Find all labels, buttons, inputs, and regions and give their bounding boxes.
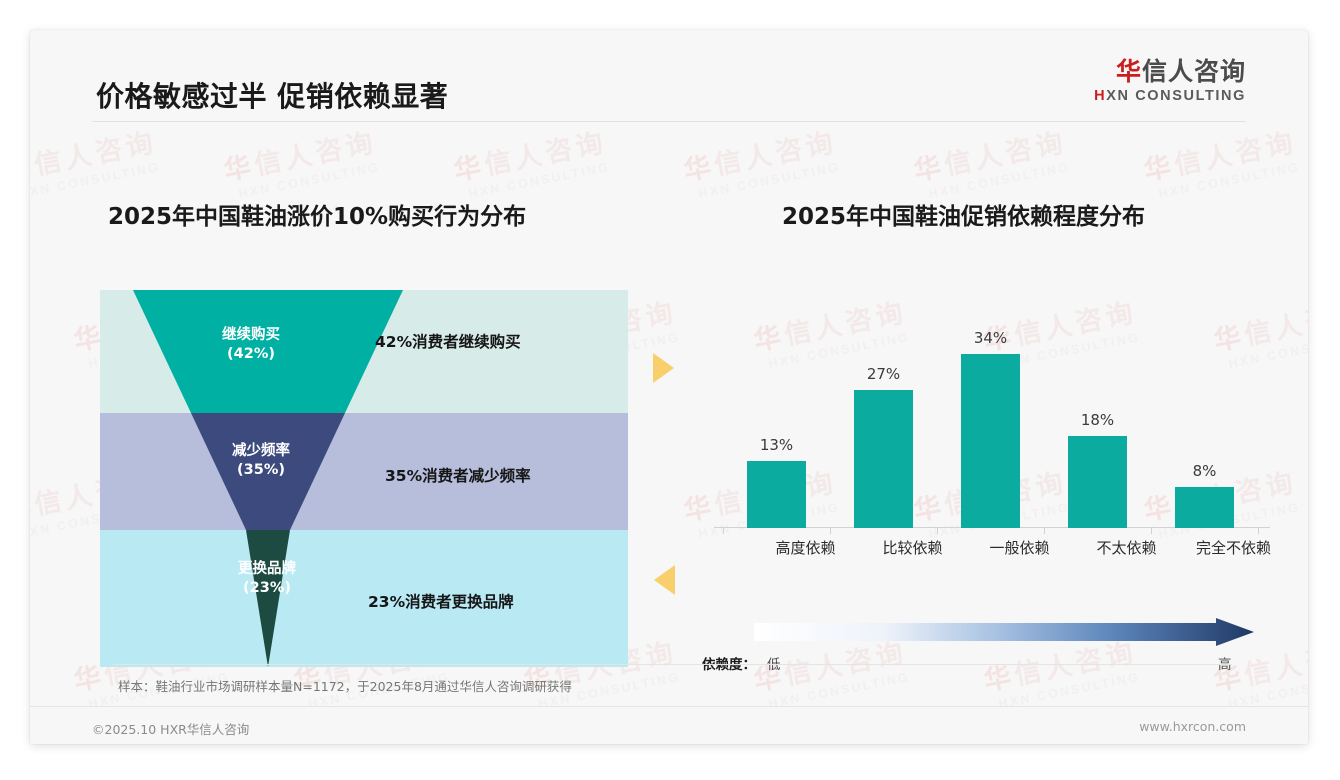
bar[interactable] <box>1175 487 1234 528</box>
gradient-arrow-icon <box>754 618 1254 651</box>
funnel-segment-reduce[interactable] <box>191 413 345 530</box>
website-text[interactable]: www.hxrcon.com <box>1139 719 1246 734</box>
slide-header: 价格敏感过半 促销依赖显著 华信人咨询 HXN CONSULTING <box>30 30 1308 122</box>
header-divider <box>92 121 1246 122</box>
funnel-segment-2-text: 减少频率 (35%) <box>206 442 316 480</box>
right-chart-title: 2025年中国鞋油促销依赖程度分布 <box>782 204 1146 230</box>
funnel-segment-3-value: (23%) <box>243 580 291 597</box>
funnel-band-1-text: 42%消费者继续购买 <box>375 333 521 351</box>
slide-footer: ©2025.10 HXR华信人咨询 www.hxrcon.com <box>30 706 1308 744</box>
bar[interactable] <box>961 354 1020 528</box>
bar-column: 27% <box>854 350 913 528</box>
axis-tick <box>1258 528 1259 534</box>
bar-value-label: 18% <box>1080 411 1115 429</box>
page-title: 价格敏感过半 促销依赖显著 <box>96 80 449 113</box>
funnel-band-3 <box>100 530 628 667</box>
bar-category-label: 高度依赖 <box>775 539 836 557</box>
bar-column: 13% <box>747 421 806 528</box>
funnel-segment-2-value: (35%) <box>237 462 285 479</box>
bar-column: 34% <box>961 314 1020 528</box>
company-logo: 华信人咨询 HXN CONSULTING <box>1094 58 1246 105</box>
funnel-segment-3-text: 更换品牌 (23%) <box>212 560 322 598</box>
triangle-right-icon <box>653 353 674 383</box>
bar[interactable] <box>747 461 806 528</box>
funnel-shape <box>133 290 403 667</box>
slide-body: 2025年中国鞋油涨价10%购买行为分布 继续购买 (42%) 减少频率 (35… <box>30 122 1308 682</box>
bar-category-label: 完全不依赖 <box>1195 539 1271 557</box>
bar-column: 18% <box>1068 396 1127 528</box>
bar-category-label: 比较依赖 <box>882 539 943 557</box>
bar-column: 8% <box>1175 447 1234 528</box>
axis-tick <box>1044 528 1045 534</box>
axis-tick <box>1151 528 1152 534</box>
funnel-segment-3-label: 更换品牌 <box>238 561 296 577</box>
bar-value-label: 13% <box>759 436 794 454</box>
bar-value-label: 34% <box>973 329 1008 347</box>
funnel-segment-2-label: 减少频率 <box>232 443 290 459</box>
funnel-segment-switch[interactable] <box>246 530 290 667</box>
logo-english-rest: XN CONSULTING <box>1106 88 1246 104</box>
bar[interactable] <box>854 390 913 528</box>
logo-chinese-text: 华信人咨询 <box>1094 58 1246 86</box>
bar-value-label: 27% <box>866 365 901 383</box>
funnel-chart: 继续购买 (42%) 减少频率 (35%) 更换品牌 (23%) 42%消费者继… <box>100 290 640 670</box>
legend-title: 依赖度： <box>702 657 756 673</box>
funnel-segment-1-text: 继续购买 (42%) <box>196 326 306 364</box>
bar-value-label: 8% <box>1192 462 1217 480</box>
funnel-band-2 <box>100 413 628 530</box>
logo-english-text: HXN CONSULTING <box>1094 88 1246 104</box>
bar-category-label: 不太依赖 <box>1096 539 1157 557</box>
dependency-bar-chart: 13% 高度依赖 27% 比较依赖 34% 一般依赖 18% 不太依赖 8% 完全不依赖 <box>702 290 1282 590</box>
axis-tick <box>723 528 724 534</box>
funnel-segment-1-value: (42%) <box>227 346 275 363</box>
funnel-band-3-text: 23%消费者更换品牌 <box>368 593 514 611</box>
dependency-gradient-legend: 依赖度： 低 高 <box>702 612 1282 682</box>
funnel-band-2-text: 35%消费者减少频率 <box>385 467 531 485</box>
footnote-divider <box>112 664 1232 665</box>
triangle-left-icon <box>654 565 675 595</box>
legend-high-label: 高 <box>1218 657 1232 673</box>
copyright-text: ©2025.10 HXR华信人咨询 <box>92 722 250 737</box>
left-chart-title: 2025年中国鞋油涨价10%购买行为分布 <box>108 204 527 230</box>
slide-canvas: 华信人咨询 HXN CONSULTING 华信人咨询 HXN CONSULTING 华信… <box>30 30 1308 744</box>
logo-hua-character: 华 <box>1115 57 1142 86</box>
bar-category-label: 一般依赖 <box>989 539 1050 557</box>
funnel-segment-1-label: 继续购买 <box>222 327 280 343</box>
logo-h-character: H <box>1094 88 1107 104</box>
logo-chinese-rest: 信人咨询 <box>1141 57 1246 86</box>
legend-low-label: 低 <box>767 657 781 673</box>
axis-tick <box>937 528 938 534</box>
sample-footnote: 样本：鞋油行业市场调研样本量N=1172，于2025年8月通过华信人咨询调研获得 <box>118 679 572 694</box>
axis-tick <box>830 528 831 534</box>
bar[interactable] <box>1068 436 1127 528</box>
funnel-segment-continue[interactable] <box>133 290 403 413</box>
